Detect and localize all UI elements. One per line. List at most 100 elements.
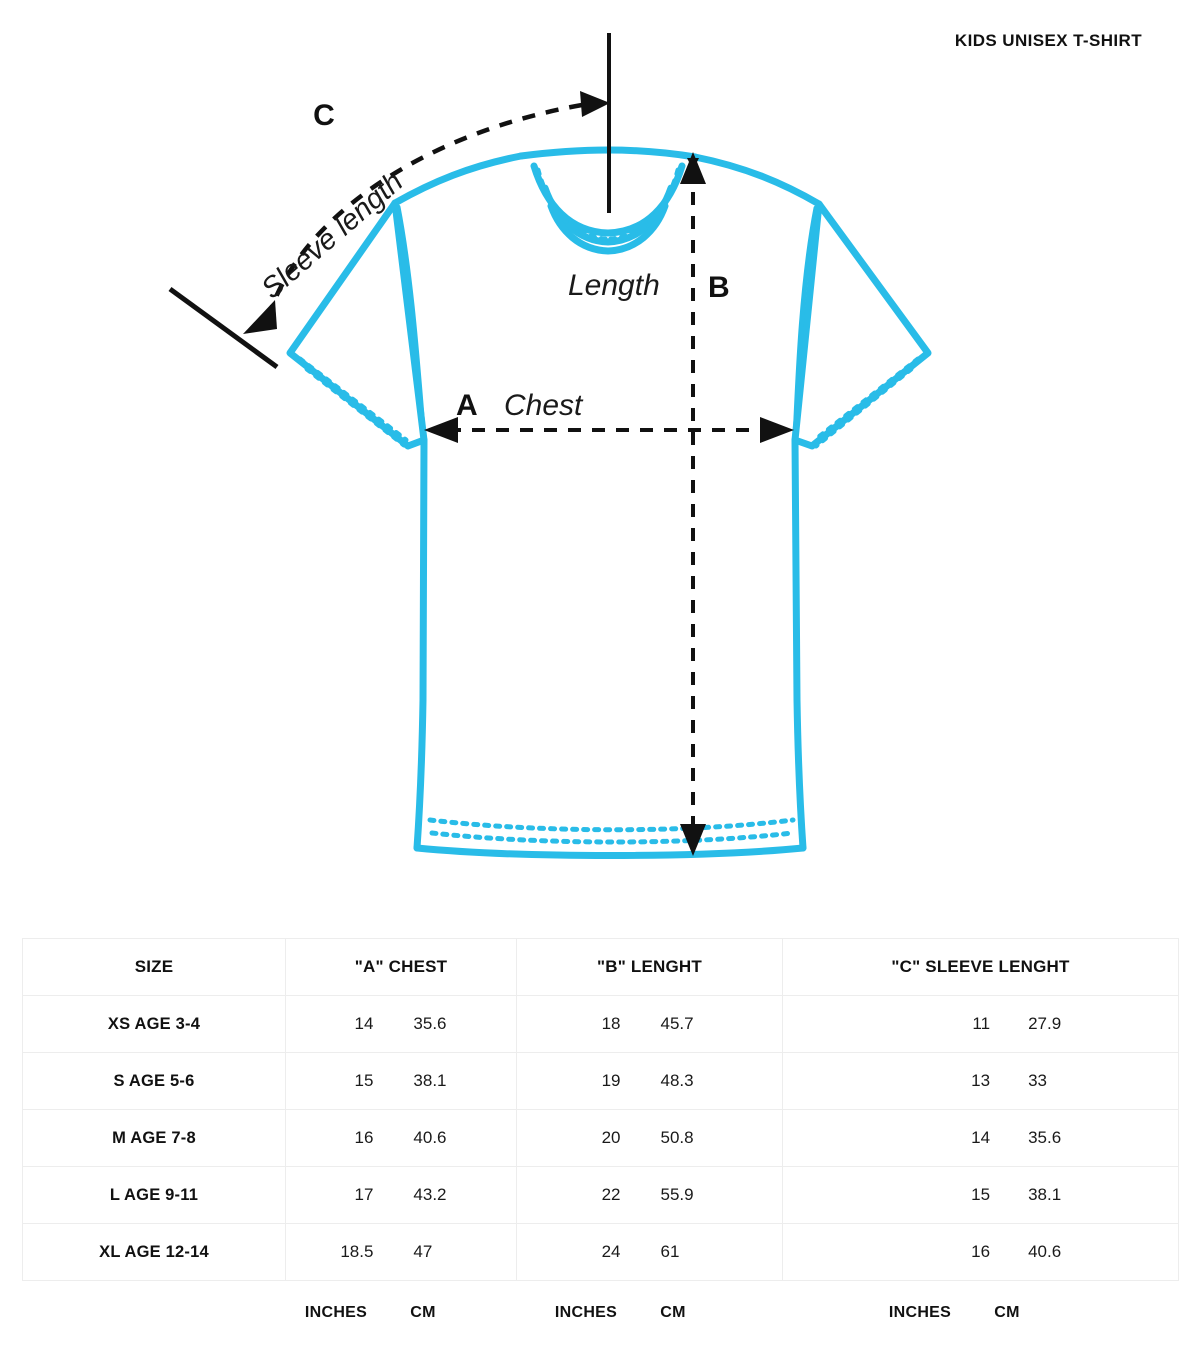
label-length: Length (568, 269, 660, 302)
units-cm-length: CM (660, 1304, 686, 1321)
length-cm: 55.9 (660, 1185, 694, 1204)
length-inches: 19 (601, 1071, 621, 1090)
tshirt-stitch-details (297, 167, 921, 845)
table-row: XS AGE 3-4 14 35.6 18 45.7 11 27.9 (22, 995, 1179, 1053)
tshirt-outline-group (286, 146, 932, 859)
chest-arrowhead-left (424, 417, 458, 443)
table-header-row: SIZE "A" CHEST "B" LENGHT "C" SLEEVE LEN… (22, 938, 1179, 996)
tshirt-right-body-outline (691, 153, 823, 852)
sleeve-arrowhead-start (243, 300, 277, 334)
table-row: S AGE 5-6 15 38.1 19 48.3 13 33 (22, 1052, 1179, 1110)
length-inches: 20 (601, 1128, 621, 1147)
sleeve-inches: 14 (971, 1128, 991, 1147)
tshirt-diagram: C Sleeve length Length B A Chest (168, 33, 932, 859)
right-sleeve-hem-stitch-1 (812, 356, 921, 443)
cell-length: 19 48.3 (516, 1052, 783, 1110)
tshirt-right-sleeve-outline (791, 200, 932, 450)
sleeve-inches: 13 (971, 1071, 991, 1090)
cell-size: L AGE 9-11 (22, 1166, 286, 1224)
label-letter-c: C (313, 99, 335, 132)
cell-sleeve: 16 40.6 (782, 1223, 1179, 1281)
chest-inches: 16 (354, 1128, 374, 1147)
units-cm-chest: CM (410, 1304, 436, 1321)
units-group-sleeve: INCHES CM (874, 1304, 1048, 1322)
cell-chest: 17 43.2 (285, 1166, 517, 1224)
collar-stitch-left (535, 167, 609, 242)
label-letter-b: B (708, 271, 730, 304)
header-chest: "A" CHEST (285, 938, 517, 996)
right-sleeve-hem-stitch-2 (813, 366, 914, 449)
chest-inches: 15 (354, 1071, 374, 1090)
length-inches: 22 (601, 1185, 621, 1204)
length-cm: 50.8 (660, 1128, 694, 1147)
cell-length: 24 61 (516, 1223, 783, 1281)
sleeve-arrowhead-end (580, 91, 610, 117)
table-row: XL AGE 12-14 18.5 47 24 61 16 40.6 (22, 1223, 1179, 1281)
chest-cm: 38.1 (413, 1071, 447, 1090)
sleeve-cm: 38.1 (1028, 1185, 1062, 1204)
units-inches-length: INCHES (554, 1304, 618, 1321)
cell-chest: 18.5 47 (285, 1223, 517, 1281)
cell-size: XS AGE 3-4 (22, 995, 286, 1053)
sleeve-cm: 27.9 (1028, 1014, 1062, 1033)
sleeve-inches: 11 (972, 1014, 991, 1033)
size-chart-table: SIZE "A" CHEST "B" LENGHT "C" SLEEVE LEN… (22, 938, 1179, 1281)
cell-size: M AGE 7-8 (22, 1109, 286, 1167)
left-sleeve-hem-stitch-1 (297, 356, 409, 443)
cell-length: 22 55.9 (516, 1166, 783, 1224)
units-group-chest: INCHES CM (290, 1304, 464, 1322)
label-letter-a: A (456, 389, 478, 422)
cell-sleeve: 11 27.9 (782, 995, 1179, 1053)
cell-sleeve: 13 33 (782, 1052, 1179, 1110)
units-inches-chest: INCHES (304, 1304, 368, 1321)
header-sleeve: "C" SLEEVE LENGHT (782, 938, 1179, 996)
header-size: SIZE (22, 938, 286, 996)
left-sleeve-hem-stitch-2 (304, 366, 407, 448)
units-footer: INCHES CM INCHES CM INCHES CM (22, 1300, 1178, 1340)
sleeve-cm: 40.6 (1028, 1242, 1062, 1261)
tshirt-neck-opening (547, 202, 669, 255)
cell-size: S AGE 5-6 (22, 1052, 286, 1110)
tshirt-left-sleeve-outline (286, 199, 428, 450)
table-row: L AGE 9-11 17 43.2 22 55.9 15 38.1 (22, 1166, 1179, 1224)
sleeve-inches: 16 (971, 1242, 991, 1261)
cell-chest: 14 35.6 (285, 995, 517, 1053)
cell-sleeve: 15 38.1 (782, 1166, 1179, 1224)
header-length: "B" LENGHT (516, 938, 783, 996)
label-chest: Chest (504, 389, 584, 422)
length-cm: 61 (660, 1242, 680, 1261)
label-sleeve-length: Sleeve length (256, 166, 410, 305)
chest-inches: 14 (354, 1014, 374, 1033)
chest-cm: 40.6 (413, 1128, 447, 1147)
chest-arrowhead-right (760, 417, 794, 443)
cell-size: XL AGE 12-14 (22, 1223, 286, 1281)
units-cm-sleeve: CM (994, 1304, 1020, 1321)
page-title: KIDS UNISEX T-SHIRT (954, 31, 1142, 50)
sleeve-length-dashed-arc (265, 101, 589, 319)
tshirt-left-body-outline (391, 152, 525, 852)
sleeve-reference-line (168, 286, 279, 370)
length-cm: 48.3 (660, 1071, 694, 1090)
bottom-hem-stitch-1 (427, 817, 796, 833)
chest-inches: 17 (354, 1185, 374, 1204)
collar-stitch-right (607, 167, 681, 242)
chest-cm: 35.6 (413, 1014, 447, 1033)
length-arrowhead-top (680, 152, 706, 184)
cell-chest: 15 38.1 (285, 1052, 517, 1110)
cell-sleeve: 14 35.6 (782, 1109, 1179, 1167)
tshirt-left-armhole-seam (395, 204, 427, 443)
tshirt-bottom-hem (413, 844, 807, 859)
length-inches: 18 (601, 1014, 621, 1033)
cell-length: 18 45.7 (516, 995, 783, 1053)
length-inches: 24 (601, 1242, 621, 1261)
length-arrowhead-bottom (680, 824, 706, 856)
table-row: M AGE 7-8 16 40.6 20 50.8 14 35.6 (22, 1109, 1179, 1167)
sleeve-cm: 33 (1028, 1071, 1047, 1090)
units-group-length: INCHES CM (540, 1304, 714, 1322)
sleeve-inches: 15 (971, 1185, 991, 1204)
length-cm: 45.7 (660, 1014, 694, 1033)
bottom-hem-stitch-2 (429, 830, 795, 845)
chest-cm: 43.2 (413, 1185, 447, 1204)
units-inches-sleeve: INCHES (888, 1304, 952, 1321)
cell-length: 20 50.8 (516, 1109, 783, 1167)
